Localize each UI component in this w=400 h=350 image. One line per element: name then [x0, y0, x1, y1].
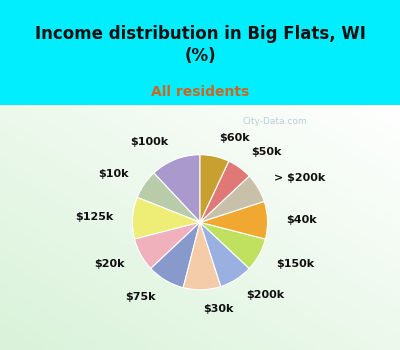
Text: $40k: $40k	[286, 215, 317, 225]
Wedge shape	[132, 197, 200, 239]
Text: $125k: $125k	[76, 212, 114, 222]
Wedge shape	[200, 222, 249, 287]
Wedge shape	[183, 222, 221, 290]
Text: Income distribution in Big Flats, WI
(%): Income distribution in Big Flats, WI (%)	[34, 25, 366, 65]
Text: City-Data.com: City-Data.com	[243, 117, 307, 126]
Text: $20k: $20k	[94, 259, 124, 269]
Text: $200k: $200k	[246, 290, 284, 300]
Text: $30k: $30k	[203, 304, 233, 314]
Wedge shape	[200, 161, 249, 222]
Wedge shape	[134, 222, 200, 268]
Wedge shape	[200, 155, 229, 222]
Text: > $200k: > $200k	[274, 173, 326, 183]
Wedge shape	[137, 173, 200, 222]
Text: $60k: $60k	[219, 133, 250, 143]
Text: $100k: $100k	[130, 137, 168, 147]
Wedge shape	[200, 176, 264, 222]
Wedge shape	[151, 222, 200, 288]
Text: $50k: $50k	[251, 147, 281, 157]
Text: $75k: $75k	[126, 292, 156, 302]
Text: $10k: $10k	[98, 169, 128, 178]
Wedge shape	[200, 222, 266, 268]
Text: $150k: $150k	[276, 259, 314, 269]
Text: All residents: All residents	[151, 85, 249, 99]
Wedge shape	[200, 201, 268, 239]
Wedge shape	[154, 155, 200, 222]
